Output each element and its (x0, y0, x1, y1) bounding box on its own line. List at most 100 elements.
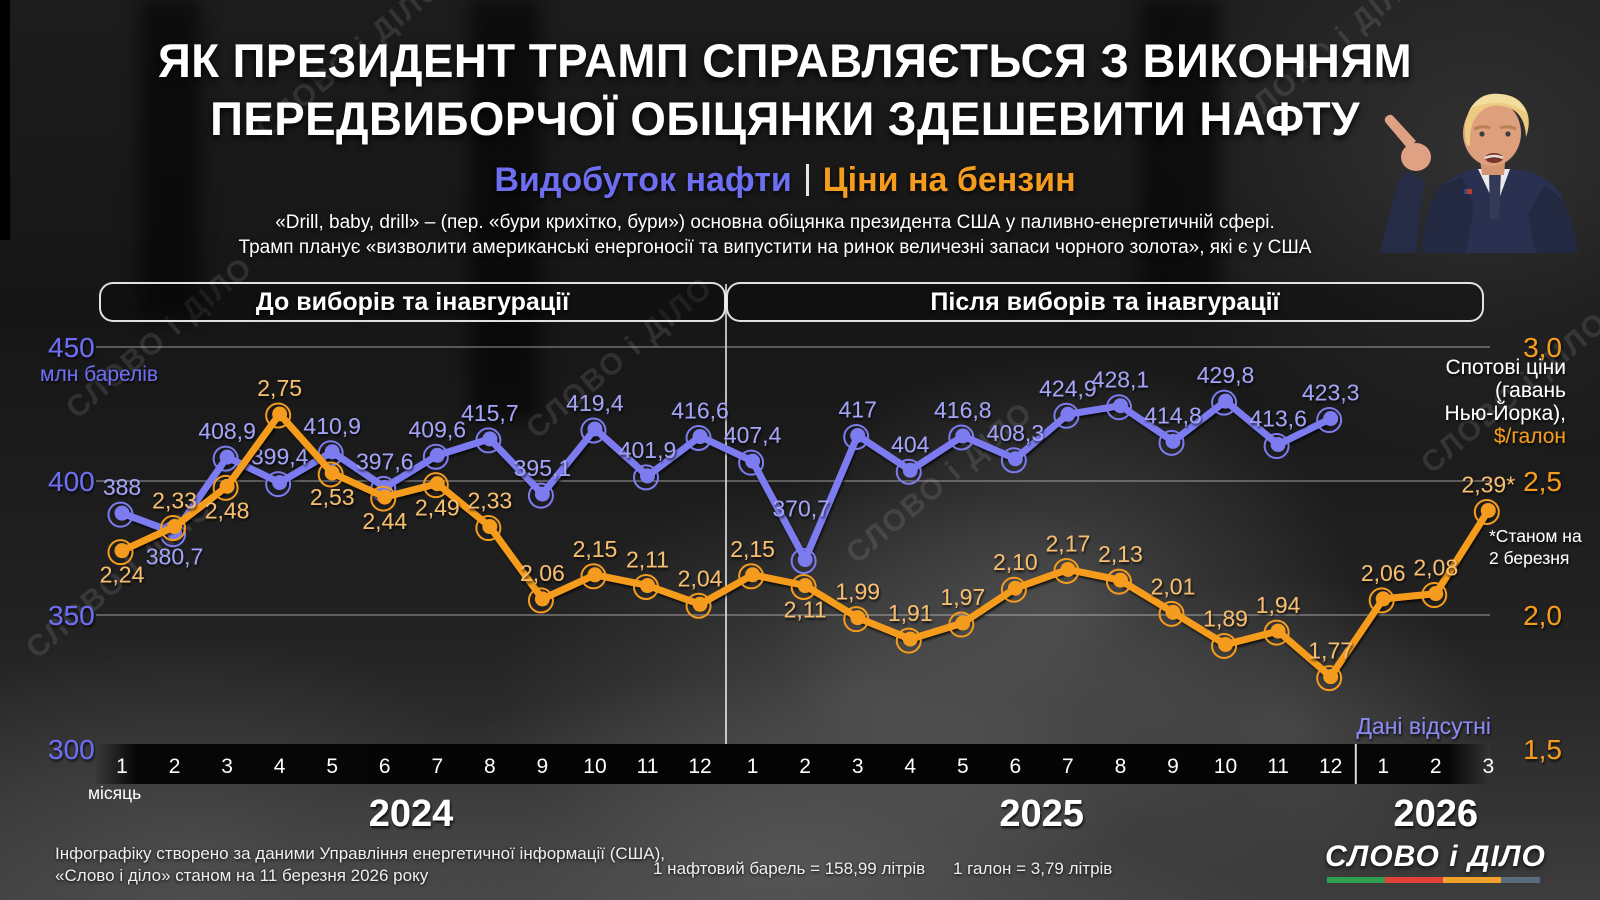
gas-price-value-label: 2,11 (784, 597, 827, 623)
gas-price-marker (850, 610, 866, 626)
oil-production-marker (534, 486, 550, 502)
oil-production-marker-ring (422, 443, 449, 470)
gas-price-marker-ring (633, 574, 659, 601)
page-title-line-1: ЯК ПРЕЗИДЕНТ ТРАМП СПРАВЛЯЄТЬСЯ З ВИКОНН… (157, 34, 1413, 87)
oil-production-value-label: 414,8 (1144, 402, 1202, 428)
oil-production-value-label: 417 (839, 396, 877, 422)
gas-price-marker (692, 596, 708, 612)
left-axis-tick: 300 (48, 734, 95, 765)
logo-color-stripe (1327, 877, 1540, 883)
month-tick-label: 4 (274, 755, 286, 778)
year-label: 2024 (369, 793, 454, 835)
gas-price-value-label: 2,39* (1461, 471, 1515, 497)
gas-price-marker-ring (422, 472, 449, 499)
gas-price-line (118, 410, 1492, 681)
right-axis-tick: 2,5 (1523, 466, 1562, 497)
month-tick-label: 12 (1319, 755, 1342, 778)
gas-price-value-label: 2,15 (730, 536, 775, 562)
month-tick-label: 2 (169, 755, 181, 778)
gas-price-marker-ring (948, 611, 975, 638)
oil-production-marker (324, 444, 340, 460)
gas-price-marker-ring (895, 627, 922, 654)
oil-production-marker-ring (738, 449, 765, 476)
oil-production-value-label: 408,9 (198, 418, 256, 444)
gas-price-marker-ring (1158, 600, 1185, 627)
oil-production-marker (272, 475, 288, 491)
logo-stripe-segment (1385, 877, 1443, 883)
oil-production-marker-ring (1105, 394, 1132, 421)
gas-price-value-label: 1,77 (1308, 638, 1353, 664)
month-tick-label: 5 (326, 755, 338, 778)
source-note-line-2: «Слово і діло» станом на 11 березня 2026… (55, 866, 429, 885)
gas-price-marker-ring (843, 606, 870, 633)
gas-price-marker (955, 615, 971, 631)
logo-stripe-segment (1327, 877, 1385, 883)
gas-price-marker (1480, 502, 1496, 518)
oil-production-marker (377, 479, 393, 495)
gas-price-value-label: 2,10 (993, 549, 1038, 575)
legend: Видобуток нафти Ціни на бензин (0, 158, 1570, 202)
footnote-line: *Станом на (1489, 526, 1582, 546)
oil-production-marker-ring (370, 475, 397, 502)
month-tick-label: 3 (1482, 755, 1494, 778)
gas-price-marker-ring (212, 474, 239, 501)
gas-price-marker (1218, 636, 1234, 652)
gas-price-value-label: 2,08 (1413, 555, 1458, 581)
oil-production-marker-ring (1211, 389, 1238, 416)
oil-production-marker (797, 552, 813, 568)
oil-production-marker-ring (685, 425, 712, 452)
month-tick-label: 12 (688, 755, 711, 778)
legend-oil-production: Видобуток нафти (494, 160, 792, 199)
oil-production-value-label: 404 (891, 431, 930, 457)
left-axis-tick: 450 (48, 332, 95, 363)
background-shape (140, 0, 200, 320)
oil-production-marker-ring (475, 427, 502, 454)
gas-price-value-label: 1,99 (835, 579, 880, 605)
oil-production-value-label: 409,6 (409, 416, 467, 442)
oil-production-marker (1112, 398, 1128, 414)
gas-price-marker (219, 478, 235, 494)
legend-divider (805, 164, 809, 196)
gas-price-value-label: 2,44 (362, 508, 407, 534)
gas-price-marker-ring (317, 461, 344, 488)
gas-price-marker (1007, 580, 1023, 596)
month-tick-label: 7 (431, 755, 443, 778)
oil-production-marker (1060, 406, 1076, 422)
month-tick-label: 4 (904, 755, 916, 778)
gas-price-marker (640, 578, 655, 594)
page-title-line-2: ПЕРЕДВИБОРЧОЇ ОБІЦЯНКИ ЗДЕШЕВИТИ НАФТУ (210, 92, 1360, 145)
oil-production-marker-ring (580, 417, 607, 444)
gas-price-value-label: 2,75 (257, 375, 302, 401)
month-tick-label: 9 (537, 755, 549, 778)
month-tick-label: 3 (852, 755, 864, 778)
background-shape (1140, 0, 1220, 300)
month-tick-label: 5 (957, 755, 969, 778)
gas-price-value-label: 2,11 (626, 547, 669, 573)
oil-production-value-label: 399,4 (251, 444, 309, 470)
gas-price-marker-ring (1263, 619, 1290, 646)
gas-price-marker (1165, 604, 1181, 620)
gas-price-marker-ring (790, 574, 817, 601)
gas-price-marker-ring (1211, 632, 1238, 659)
gas-price-marker (902, 631, 918, 647)
gas-price-marker (1270, 623, 1286, 639)
gas-price-marker-ring (1473, 498, 1500, 525)
gas-price-value-label: 2,53 (310, 484, 355, 510)
month-tick-label: 11 (1267, 755, 1289, 778)
oil-production-value-label: 413,6 (1249, 406, 1307, 432)
period-divider-line (725, 284, 727, 784)
logo-stripe-segment (1501, 877, 1540, 883)
period-box-before-elections: До виборів та інавгурації (99, 282, 726, 322)
no-data-label: Дані відсутні (1356, 713, 1491, 739)
gas-price-marker (429, 476, 445, 492)
month-tick-label: 2 (799, 755, 811, 778)
right-axis-unit-label: $/галон (1494, 425, 1566, 448)
description-line-1: «Drill, baby, drill» – (пер. «бури крихі… (275, 212, 1275, 233)
month-tick-label: 1 (116, 755, 128, 778)
gas-price-marker (587, 567, 603, 583)
oil-production-value-label: 428,1 (1092, 367, 1150, 393)
oil-production-marker (902, 462, 918, 478)
gas-price-value-label: 2,04 (678, 565, 723, 591)
oil-production-value-label: 410,9 (303, 413, 361, 439)
gas-price-marker (745, 567, 761, 583)
